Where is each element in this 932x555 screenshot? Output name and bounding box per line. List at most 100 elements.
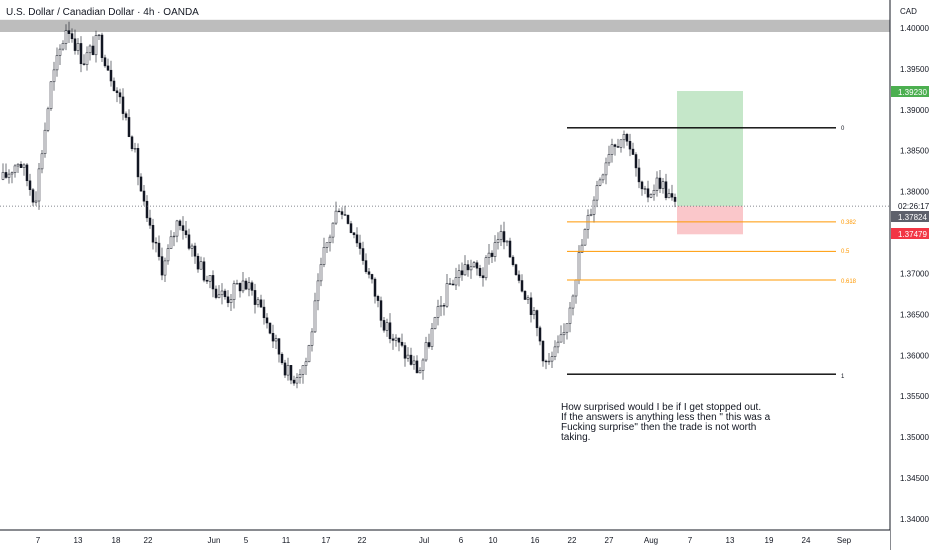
candle[interactable] [448, 278, 452, 285]
resistance-zone[interactable] [0, 19, 890, 32]
candle[interactable] [94, 30, 98, 63]
candle[interactable] [307, 344, 311, 363]
candle[interactable] [487, 244, 491, 265]
candle[interactable] [400, 333, 404, 348]
candle[interactable] [40, 150, 44, 174]
candle[interactable] [253, 283, 257, 314]
candle[interactable] [646, 180, 650, 203]
candle[interactable] [64, 24, 68, 51]
candle[interactable] [118, 88, 122, 104]
candle[interactable] [619, 139, 623, 153]
candle[interactable] [385, 318, 389, 337]
candle[interactable] [403, 342, 407, 367]
candle[interactable] [535, 309, 539, 337]
candle[interactable] [436, 299, 440, 326]
candle[interactable] [355, 227, 359, 247]
candle[interactable] [136, 143, 140, 186]
candle[interactable] [517, 270, 521, 284]
take-profit-zone[interactable] [677, 91, 743, 207]
candle[interactable] [445, 274, 449, 308]
candle[interactable] [460, 262, 464, 281]
candle[interactable] [502, 221, 506, 250]
candle[interactable] [439, 296, 443, 317]
candle[interactable] [613, 143, 617, 156]
candle[interactable] [514, 263, 518, 276]
candle[interactable] [211, 270, 215, 298]
candle[interactable] [520, 274, 524, 293]
candle[interactable] [160, 247, 164, 281]
candle[interactable] [1, 163, 5, 181]
candle[interactable] [322, 237, 326, 268]
candle[interactable] [286, 357, 290, 381]
candle[interactable] [643, 185, 647, 195]
candle[interactable] [409, 347, 413, 366]
candle[interactable] [76, 38, 80, 55]
candle[interactable] [562, 323, 566, 344]
candle[interactable] [373, 277, 377, 304]
candle[interactable] [331, 222, 335, 244]
candle[interactable] [301, 365, 305, 384]
candle[interactable] [13, 164, 17, 178]
candle[interactable] [31, 188, 35, 207]
candle[interactable] [157, 235, 161, 261]
candle[interactable] [112, 77, 116, 92]
candle[interactable] [472, 261, 476, 268]
candle[interactable] [124, 111, 128, 121]
candle[interactable] [394, 334, 398, 347]
candle[interactable] [379, 296, 383, 328]
candle[interactable] [601, 173, 605, 184]
candle[interactable] [412, 355, 416, 370]
candle[interactable] [154, 237, 158, 253]
candle[interactable] [196, 253, 200, 273]
candle[interactable] [202, 257, 206, 283]
candle[interactable] [658, 170, 662, 193]
candle[interactable] [592, 196, 596, 223]
candle[interactable] [187, 228, 191, 251]
candle[interactable] [382, 317, 386, 333]
candle[interactable] [454, 267, 458, 290]
candle[interactable] [337, 208, 341, 213]
candle[interactable] [106, 58, 110, 71]
candle[interactable] [58, 44, 62, 65]
candle[interactable] [529, 292, 533, 323]
candle[interactable] [61, 40, 65, 51]
candle[interactable] [46, 106, 50, 133]
candle[interactable] [259, 294, 263, 308]
candle[interactable] [424, 336, 428, 362]
candle[interactable] [184, 221, 188, 239]
candle[interactable] [166, 244, 170, 265]
candle[interactable] [37, 163, 41, 210]
candle[interactable] [49, 81, 53, 111]
candle[interactable] [79, 36, 83, 73]
candle[interactable] [571, 294, 575, 316]
candle[interactable] [214, 285, 218, 300]
candle[interactable] [175, 219, 179, 243]
candle[interactable] [526, 295, 530, 304]
candle[interactable] [583, 228, 587, 246]
candle[interactable] [523, 290, 527, 300]
candle[interactable] [610, 138, 614, 163]
candle[interactable] [358, 234, 362, 255]
candle[interactable] [7, 169, 11, 184]
candle[interactable] [673, 193, 677, 208]
candle[interactable] [376, 294, 380, 308]
candle[interactable] [97, 34, 101, 40]
candle[interactable] [145, 195, 149, 222]
candle[interactable] [616, 138, 620, 148]
candle[interactable] [457, 264, 461, 287]
candle[interactable] [139, 173, 143, 192]
candle[interactable] [127, 109, 131, 138]
candle[interactable] [340, 207, 344, 220]
candle[interactable] [364, 253, 368, 274]
candle[interactable] [388, 313, 392, 344]
candle[interactable] [418, 367, 422, 374]
candle[interactable] [109, 60, 113, 87]
candle[interactable] [343, 205, 347, 216]
candle[interactable] [52, 61, 56, 91]
candle[interactable] [82, 54, 86, 66]
candle[interactable] [241, 272, 245, 294]
candle[interactable] [304, 357, 308, 375]
candle[interactable] [670, 184, 674, 201]
candle[interactable] [121, 88, 125, 121]
